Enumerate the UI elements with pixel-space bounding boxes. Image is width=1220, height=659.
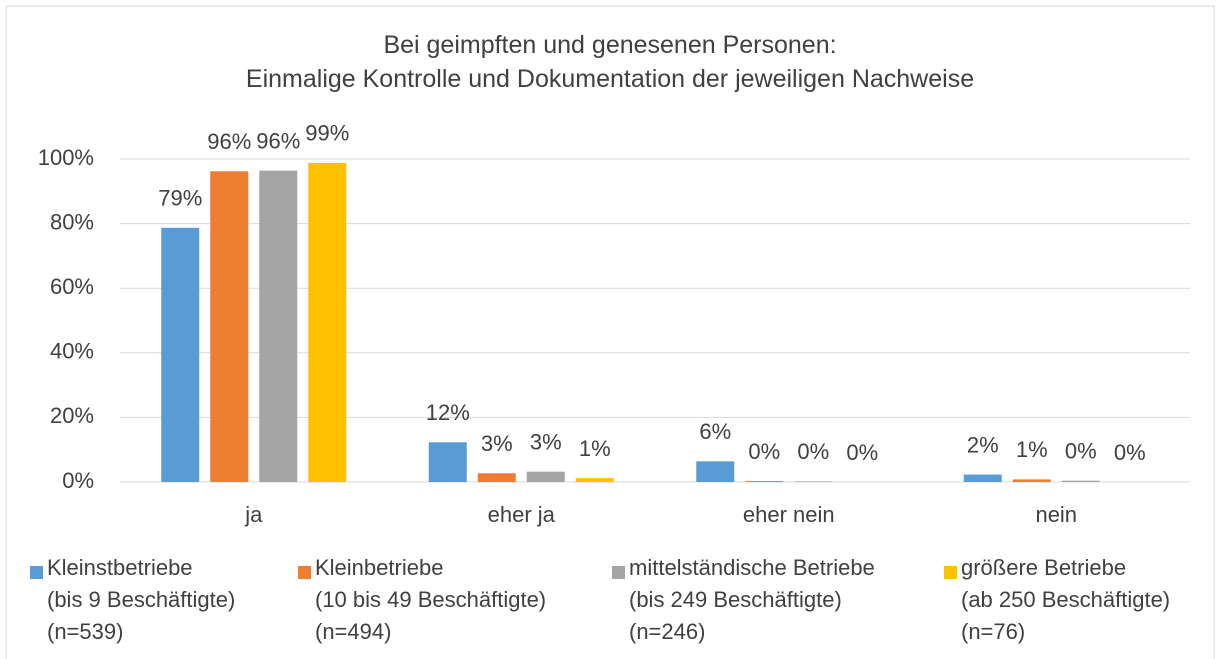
data-label: 99%	[305, 121, 349, 146]
bar	[1061, 480, 1100, 482]
y-tick-label: 20%	[50, 403, 94, 428]
bar	[477, 473, 516, 482]
bar	[794, 481, 833, 482]
data-label: 79%	[158, 186, 202, 211]
legend-swatch	[944, 566, 957, 579]
bar	[308, 162, 347, 482]
bar	[1012, 479, 1051, 482]
data-label: 2%	[967, 432, 999, 457]
x-tick-label: nein	[1035, 502, 1077, 527]
data-label: 96%	[207, 129, 251, 154]
y-tick-label: 40%	[50, 339, 94, 364]
bar	[526, 471, 565, 482]
legend-label: Kleinstbetriebe (bis 9 Beschäftigte) (n=…	[47, 555, 236, 644]
y-tick-label: 80%	[50, 209, 94, 234]
legend-swatch	[612, 566, 625, 579]
y-tick-label: 100%	[38, 145, 94, 170]
bar	[745, 481, 784, 482]
x-tick-label: eher ja	[488, 502, 556, 527]
bar	[161, 227, 200, 482]
x-tick-label: ja	[244, 502, 263, 527]
legend-label: Kleinbetriebe (10 bis 49 Beschäftigte) (…	[315, 555, 547, 644]
data-label: 3%	[530, 429, 562, 454]
legend-label: größere Betriebe (ab 250 Beschäftigte) (…	[961, 555, 1171, 644]
x-tick-label: eher nein	[743, 502, 835, 527]
data-label: 1%	[579, 436, 611, 461]
data-label: 0%	[846, 440, 878, 465]
y-tick-label: 0%	[62, 468, 94, 493]
bar	[575, 478, 614, 482]
bar	[428, 442, 467, 482]
bar	[696, 461, 735, 482]
data-label: 12%	[426, 400, 470, 425]
bar	[963, 474, 1002, 482]
legend-swatch	[298, 566, 311, 579]
bar	[259, 170, 298, 483]
y-tick-label: 60%	[50, 274, 94, 299]
bar	[210, 171, 249, 483]
data-label: 3%	[481, 431, 513, 456]
data-label: 96%	[256, 128, 300, 153]
data-label: 1%	[1016, 437, 1048, 462]
data-label: 0%	[748, 439, 780, 464]
data-label: 0%	[797, 439, 829, 464]
data-label: 0%	[1065, 439, 1097, 464]
frame	[5, 5, 1215, 659]
legend-label: mittelständische Betriebe (bis 249 Besch…	[629, 555, 875, 644]
chart-title: Bei geimpften und genesenen Personen: Ei…	[245, 31, 975, 93]
data-label: 0%	[1114, 440, 1146, 465]
legend-swatch	[30, 566, 43, 579]
data-label: 6%	[699, 419, 731, 444]
